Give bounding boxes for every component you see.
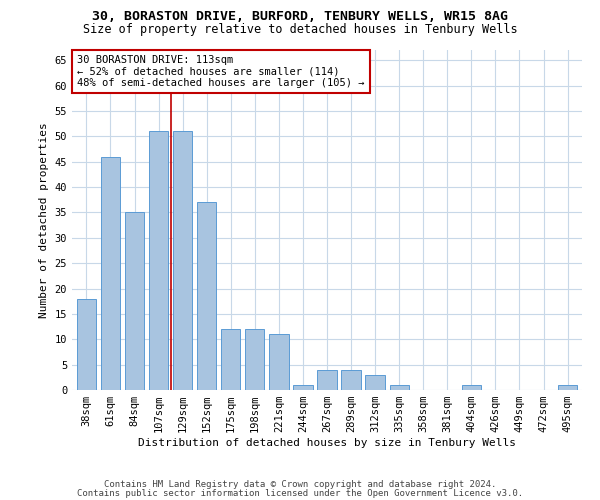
- Bar: [462, 385, 481, 390]
- Bar: [221, 329, 241, 390]
- Bar: [293, 385, 313, 390]
- Text: Contains HM Land Registry data © Crown copyright and database right 2024.: Contains HM Land Registry data © Crown c…: [104, 480, 496, 489]
- Text: Size of property relative to detached houses in Tenbury Wells: Size of property relative to detached ho…: [83, 22, 517, 36]
- Text: Contains public sector information licensed under the Open Government Licence v3: Contains public sector information licen…: [77, 488, 523, 498]
- Bar: [125, 212, 144, 390]
- Bar: [269, 334, 289, 390]
- Bar: [197, 202, 217, 390]
- X-axis label: Distribution of detached houses by size in Tenbury Wells: Distribution of detached houses by size …: [138, 438, 516, 448]
- Bar: [558, 385, 577, 390]
- Bar: [245, 329, 265, 390]
- Bar: [389, 385, 409, 390]
- Y-axis label: Number of detached properties: Number of detached properties: [39, 122, 49, 318]
- Bar: [341, 370, 361, 390]
- Bar: [101, 156, 120, 390]
- Text: 30, BORASTON DRIVE, BURFORD, TENBURY WELLS, WR15 8AG: 30, BORASTON DRIVE, BURFORD, TENBURY WEL…: [92, 10, 508, 23]
- Bar: [365, 375, 385, 390]
- Bar: [173, 131, 192, 390]
- Text: 30 BORASTON DRIVE: 113sqm
← 52% of detached houses are smaller (114)
48% of semi: 30 BORASTON DRIVE: 113sqm ← 52% of detac…: [77, 55, 364, 88]
- Bar: [317, 370, 337, 390]
- Bar: [149, 131, 168, 390]
- Bar: [77, 298, 96, 390]
